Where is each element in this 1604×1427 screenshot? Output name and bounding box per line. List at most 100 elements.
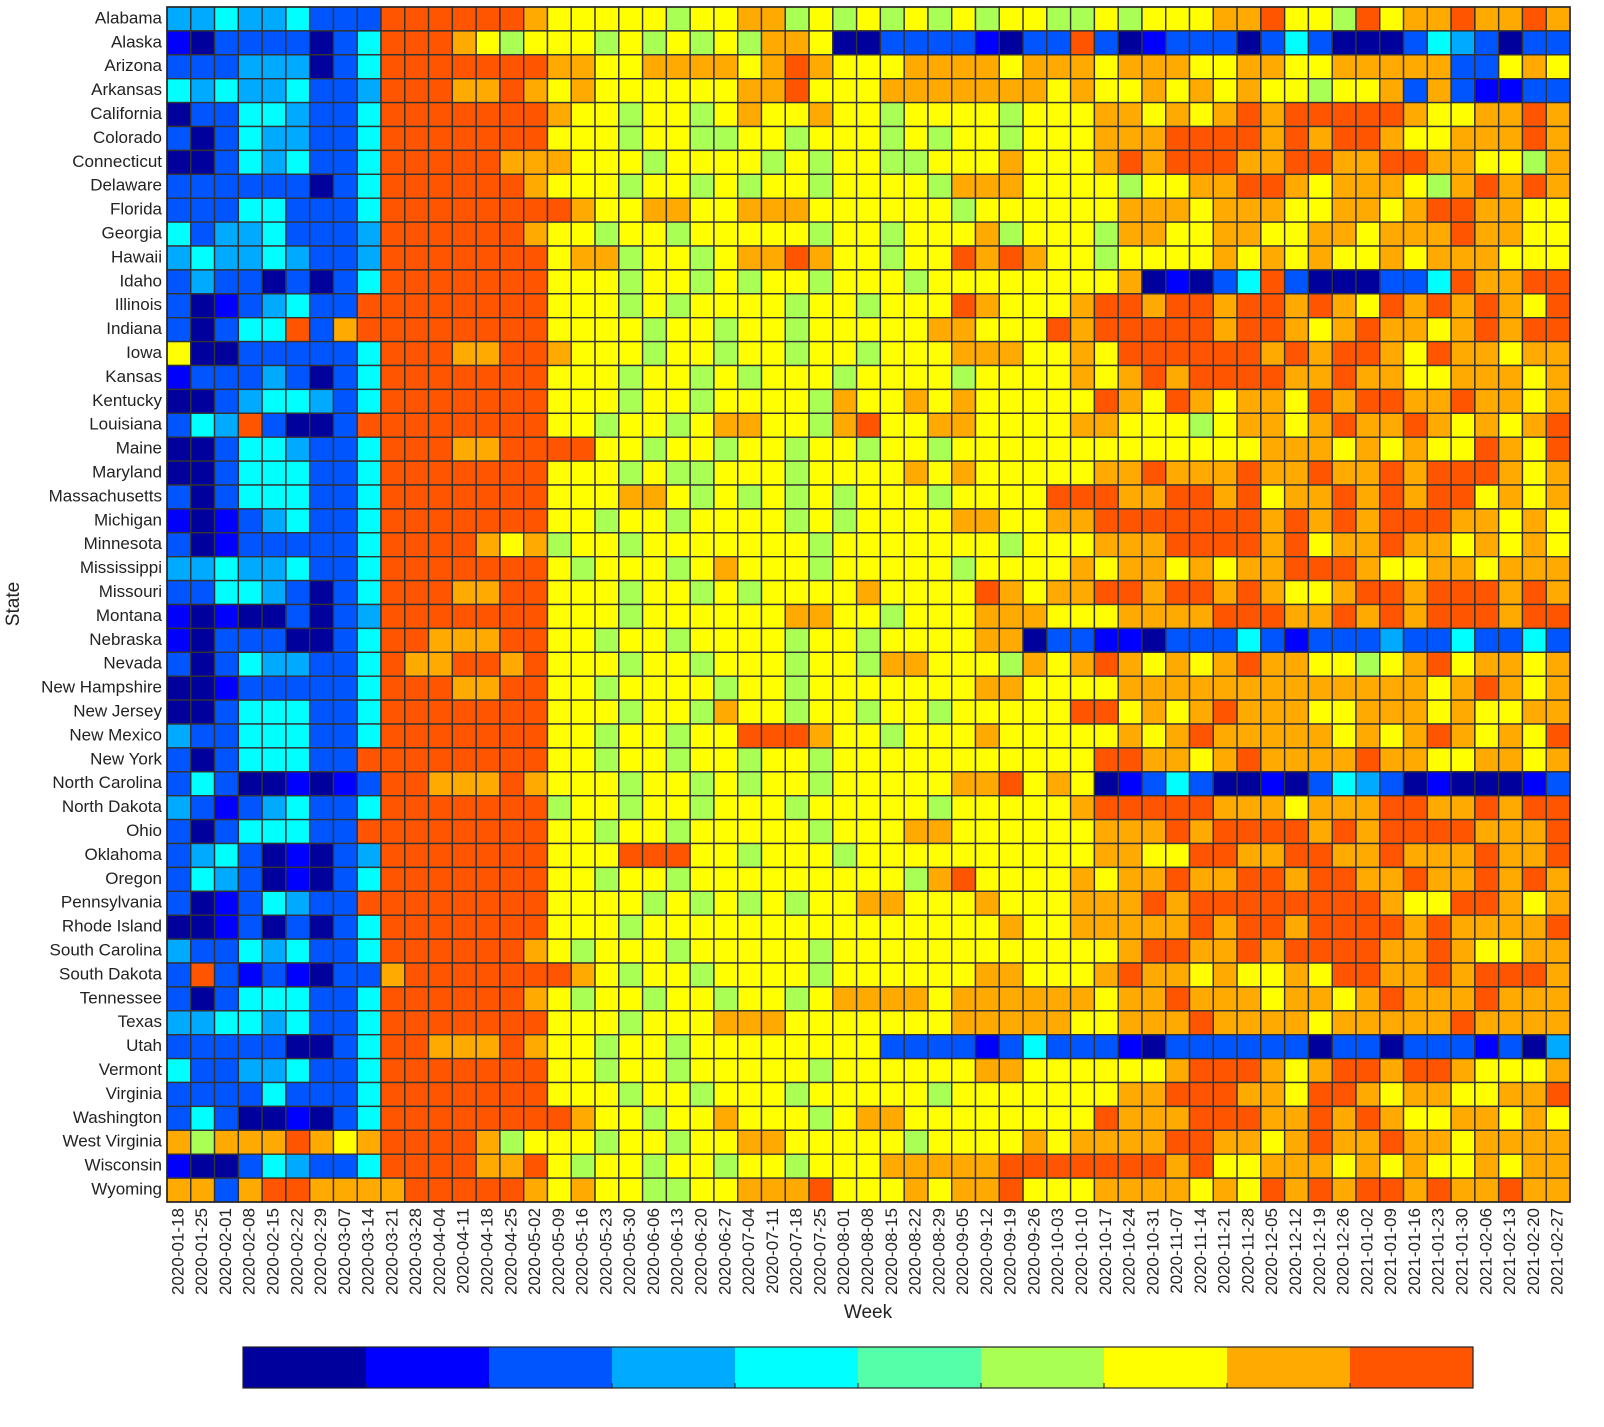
heatmap-cell [665,197,691,223]
heatmap-cell [998,675,1024,701]
heatmap-cell [570,340,596,367]
heatmap-cell [308,1177,335,1203]
heatmap-cell [1450,508,1476,534]
heatmap-cell [1379,675,1405,701]
heatmap-cell [1283,245,1310,271]
heatmap-cell [475,890,501,916]
heatmap-cell [261,149,287,175]
heatmap-cell [190,484,216,510]
heatmap-cell [332,1081,358,1108]
heatmap-cell [879,1081,905,1108]
heatmap-cell [594,245,620,271]
heatmap-cell [1545,340,1571,367]
heatmap-cell [190,460,216,486]
heatmap-cell [451,125,477,152]
heatmap-cell [1069,221,1096,247]
heatmap-cell [1497,1153,1524,1179]
heatmap-cell [737,938,763,964]
heatmap-cell [618,54,644,80]
heatmap-cell [784,1177,810,1203]
heatmap-cell [1212,149,1238,175]
heatmap-cell [1165,1057,1191,1084]
heatmap-cell [1165,101,1191,128]
heatmap-cell [1212,1010,1238,1036]
heatmap-cell [1355,914,1381,940]
heatmap-cell [1188,771,1215,797]
heatmap-cell [1165,6,1191,32]
heatmap-cell [1165,771,1191,797]
heatmap-cell [1283,460,1310,486]
heatmap-cell [190,293,216,319]
heatmap-cell [261,1129,287,1155]
heatmap-cell [1402,771,1429,797]
heatmap-cell [570,54,596,80]
heatmap-cell [713,962,739,988]
heatmap-cell [451,1057,477,1084]
heatmap-cell [166,866,192,893]
heatmap-cell [737,1177,763,1203]
heatmap-cell [689,54,715,80]
heatmap-cell [1331,149,1357,175]
heatmap-cell [213,30,240,56]
heatmap-cell [1331,795,1357,821]
heatmap-cell [380,245,406,271]
heatmap-cell [1069,795,1096,821]
heatmap-cell [1379,197,1405,223]
heatmap-cell [190,1153,216,1179]
heatmap-cell [832,556,858,582]
heatmap-cell [618,603,644,630]
heatmap-cell [237,221,263,247]
heatmap-cell [1117,938,1143,964]
heatmap-cell [879,364,905,391]
heatmap-cell [404,986,430,1012]
heatmap-cell [1165,603,1191,630]
heatmap-cell [1307,795,1333,821]
heatmap-cell [570,747,596,773]
heatmap-cell [1212,795,1238,821]
heatmap-cell [1165,54,1191,80]
heatmap-cell [213,556,240,582]
heatmap-cell [404,556,430,582]
heatmap-cell [1307,30,1333,56]
heatmap-cell [1402,1081,1429,1108]
heatmap-cell [903,651,929,677]
heatmap-cell [427,6,454,32]
heatmap-cell [1141,532,1167,558]
heatmap-cell [213,484,240,510]
heatmap-cell [903,818,929,845]
heatmap-cell [784,938,810,964]
heatmap-cell [951,532,977,558]
heatmap-cell [1212,364,1238,391]
heatmap-cell [1069,651,1096,677]
heatmap-cell [308,627,335,654]
heatmap-cell [927,532,953,558]
heatmap-cell [213,795,240,821]
heatmap-cell [285,1177,311,1203]
heatmap-cell [1188,1153,1215,1179]
x-tick-label: 2021-02-13 [1500,1208,1519,1295]
heatmap-cell [665,460,691,486]
heatmap-cell [1474,890,1500,916]
heatmap-cell [1093,603,1119,630]
heatmap-cell [927,412,953,438]
heatmap-cell [1260,54,1286,80]
x-tick-label: 2020-04-04 [430,1208,449,1295]
heatmap-cell [356,6,382,32]
heatmap-cell [974,293,1000,319]
heatmap-cell [1379,1105,1405,1132]
heatmap-cell [261,747,287,773]
heatmap-cell [879,651,905,677]
heatmap-cell [308,317,335,343]
heatmap-cell [665,699,691,725]
heatmap-cell [190,1010,216,1036]
heatmap-cell [261,436,287,462]
x-tick-label: 2021-01-02 [1357,1208,1376,1295]
heatmap-cell [998,221,1024,247]
heatmap-cell [475,340,501,367]
heatmap-cell [903,1081,929,1108]
heatmap-cell [1117,436,1143,462]
heatmap-cell [1022,340,1048,367]
heatmap-cell [998,269,1024,295]
heatmap-cell [832,627,858,654]
heatmap-cell [1331,866,1357,893]
